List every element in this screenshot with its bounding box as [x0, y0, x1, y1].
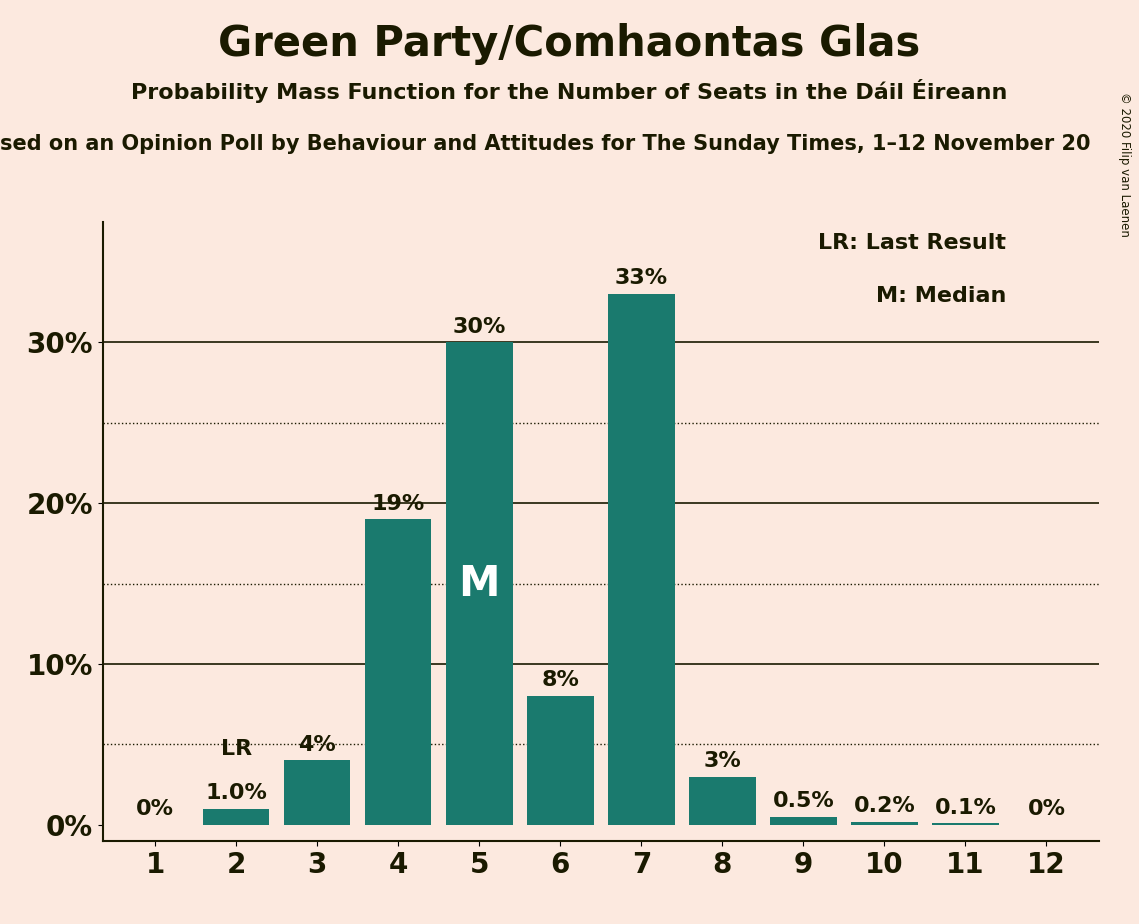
Text: 0%: 0% — [137, 799, 174, 820]
Text: sed on an Opinion Poll by Behaviour and Attitudes for The Sunday Times, 1–12 Nov: sed on an Opinion Poll by Behaviour and … — [0, 134, 1090, 154]
Text: 30%: 30% — [452, 317, 506, 336]
Bar — [851, 821, 918, 825]
Bar — [932, 823, 999, 825]
Bar — [689, 776, 755, 825]
Text: 0.1%: 0.1% — [934, 797, 997, 818]
Text: M: Median: M: Median — [876, 286, 1006, 306]
Text: 8%: 8% — [541, 671, 580, 690]
Text: Probability Mass Function for the Number of Seats in the Dáil Éireann: Probability Mass Function for the Number… — [131, 79, 1008, 103]
Bar — [608, 294, 674, 825]
Text: 19%: 19% — [371, 493, 425, 514]
Text: 1.0%: 1.0% — [205, 783, 268, 803]
Text: © 2020 Filip van Laenen: © 2020 Filip van Laenen — [1118, 92, 1131, 237]
Text: 0%: 0% — [1027, 799, 1065, 820]
Text: M: M — [459, 563, 500, 604]
Text: 33%: 33% — [615, 269, 667, 288]
Text: 0.2%: 0.2% — [853, 796, 916, 816]
Text: LR: LR — [221, 739, 252, 759]
Bar — [364, 519, 432, 825]
Bar — [203, 808, 270, 825]
Bar — [284, 760, 351, 825]
Text: Green Party/Comhaontas Glas: Green Party/Comhaontas Glas — [219, 23, 920, 65]
Bar — [446, 343, 513, 825]
Bar — [770, 817, 837, 825]
Text: 3%: 3% — [704, 751, 741, 771]
Text: LR: Last Result: LR: Last Result — [818, 233, 1006, 253]
Bar — [527, 696, 593, 825]
Text: 0.5%: 0.5% — [772, 791, 834, 811]
Text: 4%: 4% — [298, 735, 336, 755]
